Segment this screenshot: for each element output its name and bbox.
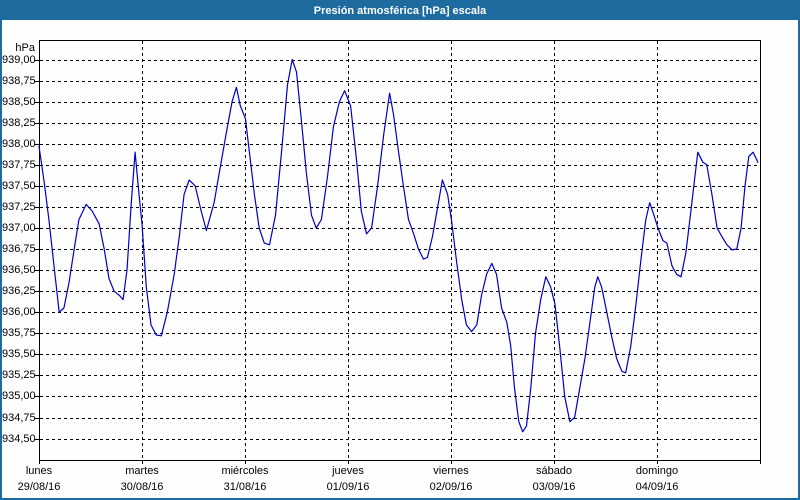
y-axis-tick-label: 939,00 [2, 53, 36, 66]
window-titlebar: Presión atmosférica [hPa] escala [2, 2, 798, 20]
x-axis-date-label: 31/08/16 [223, 481, 267, 493]
y-axis-tick-label: 934,75 [2, 411, 36, 424]
x-axis-date-label: 02/09/16 [429, 481, 473, 493]
y-axis-tick-label: 937,75 [2, 158, 36, 171]
y-axis-tick-label: 936,75 [2, 242, 36, 255]
x-axis-day-label: martes [125, 465, 159, 477]
x-axis-date-label: 01/09/16 [326, 481, 370, 493]
x-axis-day-label: domingo [635, 465, 679, 477]
y-axis-tick-label: 935,50 [2, 347, 36, 360]
y-axis-tick-label: 935,25 [2, 368, 36, 381]
y-axis-tick-label: 938,00 [2, 137, 36, 150]
y-axis-tick-label: 937,00 [2, 221, 36, 234]
x-axis-date-label: 04/09/16 [635, 481, 679, 493]
x-axis-date-label: 03/09/16 [532, 481, 576, 493]
y-axis-tick-label: 935,00 [2, 389, 36, 402]
chart-title: Presión atmosférica [hPa] escala [313, 5, 487, 17]
y-axis-tick-label: 937,50 [2, 179, 36, 192]
y-axis-tick-label: 936,25 [2, 284, 36, 297]
y-axis-tick-label: 937,25 [2, 200, 36, 213]
y-axis-tick-label: 936,50 [2, 263, 36, 276]
x-axis-day-label: miércoles [221, 465, 269, 477]
y-axis-tick-label: 935,75 [2, 326, 36, 339]
gridlines [35, 41, 761, 464]
x-axis-day-label: viernes [433, 465, 469, 477]
x-axis-day-label: lunes [25, 465, 53, 477]
y-axis-tick-label: 938,75 [2, 74, 36, 87]
y-axis-tick-label: 934,50 [2, 432, 36, 445]
pressure-series-line [38, 58, 759, 433]
plot-frame [39, 40, 761, 461]
x-axis-date-label: 30/08/16 [120, 481, 164, 493]
y-axis-tick-label: 938,25 [2, 116, 36, 129]
x-axis-day-label: sábado [535, 465, 573, 477]
y-axis-unit-label: hPa [15, 42, 35, 54]
x-axis-day-label: jueves [332, 465, 364, 477]
y-axis-tick-label: 936,00 [2, 305, 36, 318]
x-axis-date-label: 29/08/16 [17, 481, 61, 493]
y-axis-tick-label: 938,50 [2, 95, 36, 108]
